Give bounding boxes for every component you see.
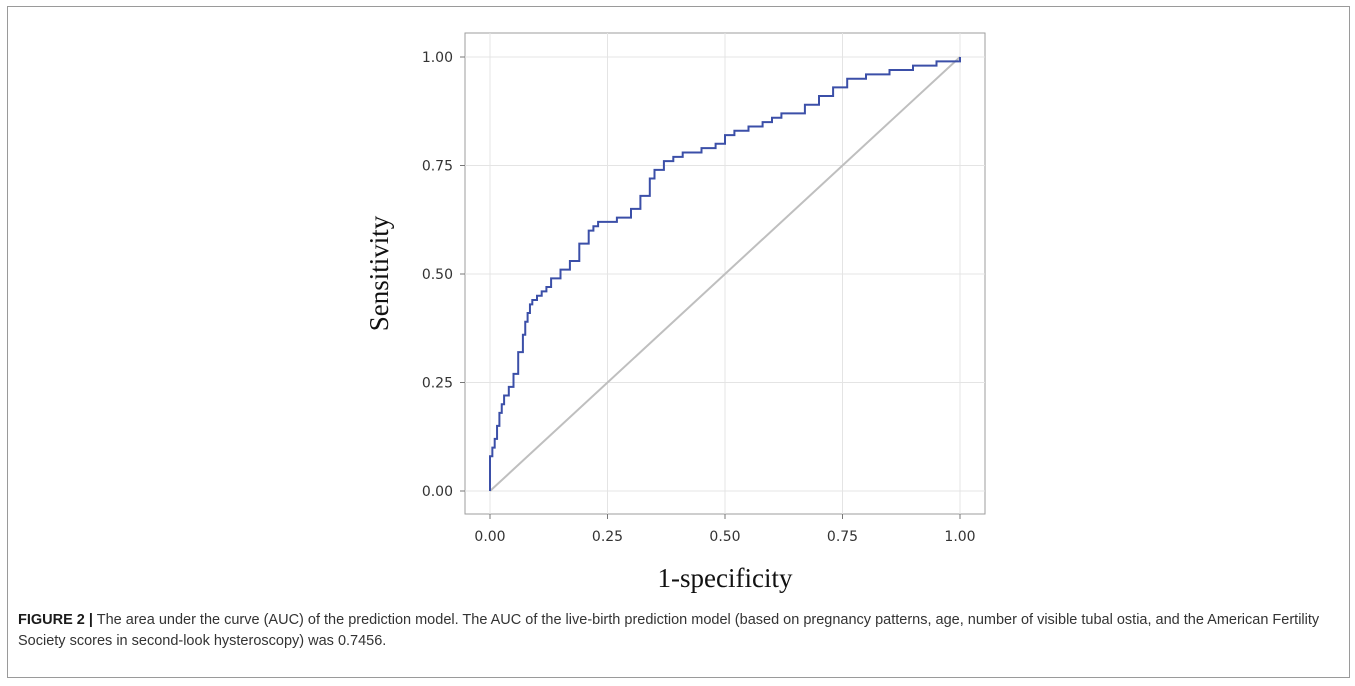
figure-caption: FIGURE 2 | The area under the curve (AUC… — [18, 610, 1333, 652]
reference-diagonal-layer — [489, 56, 961, 492]
roc-chart: 0.00 0.25 0.50 0.75 1.00 0.00 0.25 0.50 0.75 1.0… — [364, 32, 986, 593]
y-tick-label: 0.75 — [422, 159, 453, 175]
caption-text: The area under the curve (AUC) of the pr… — [18, 612, 1320, 649]
x-tick-label: 0.25 — [592, 529, 623, 545]
x-tick-label: 0.50 — [709, 529, 740, 545]
y-tick-label: 0.00 — [422, 484, 453, 500]
x-tick-labels: 0.00 0.25 0.50 0.75 1.00 — [474, 514, 976, 545]
y-tick-label: 1.00 — [422, 50, 453, 66]
x-tick-label: 0.75 — [827, 529, 858, 545]
y-tick-labels: 0.00 0.25 0.50 0.75 1.00 — [422, 50, 465, 500]
figure-label: FIGURE 2 | — [18, 612, 93, 628]
y-tick-label: 0.25 — [422, 376, 453, 392]
y-tick-label: 0.50 — [422, 267, 453, 283]
roc-curve-layer — [489, 57, 961, 491]
roc-curve — [489, 57, 961, 491]
x-axis-title: 1-specificity — [658, 563, 793, 593]
reference-diagonal-line — [489, 56, 961, 492]
y-axis-title: Sensitivity — [364, 215, 394, 331]
x-tick-label: 1.00 — [944, 529, 975, 545]
x-tick-label: 0.00 — [474, 529, 505, 545]
